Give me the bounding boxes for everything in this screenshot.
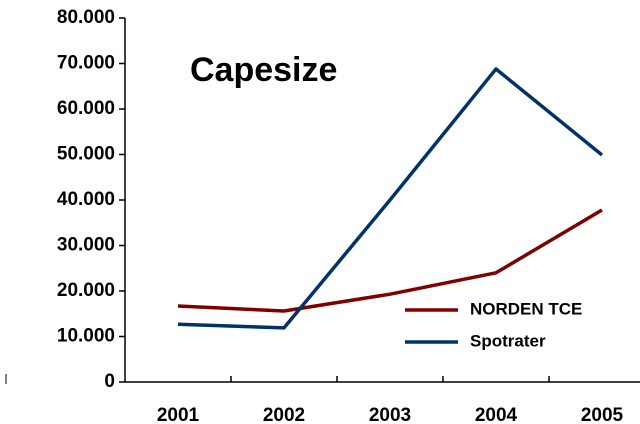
legend-label: Spotrater [470,331,546,350]
y-tick-label: 10.000 [57,326,115,347]
y-tick-label: 0 [104,371,115,392]
y-tick-label: 20.000 [57,280,115,301]
y-tick-label: 50.000 [57,144,115,165]
legend-label: NORDEN TCE [470,299,582,318]
y-tick-label: 80.000 [57,7,115,28]
y-tick-label: 30.000 [57,235,115,256]
chart-title: Capesize [190,51,337,89]
y-tick-label: 70.000 [57,53,115,74]
y-tick-label: 60.000 [57,98,115,119]
x-tick-label: 2005 [581,405,624,424]
x-tick-label: 2003 [369,405,411,424]
x-tick-label: 2004 [475,405,518,424]
y-tick-label: 40.000 [57,189,115,210]
x-tick-label: 2002 [263,405,305,424]
x-tick-label: 2001 [157,405,200,424]
series-line [177,208,603,313]
series-line [177,67,604,330]
